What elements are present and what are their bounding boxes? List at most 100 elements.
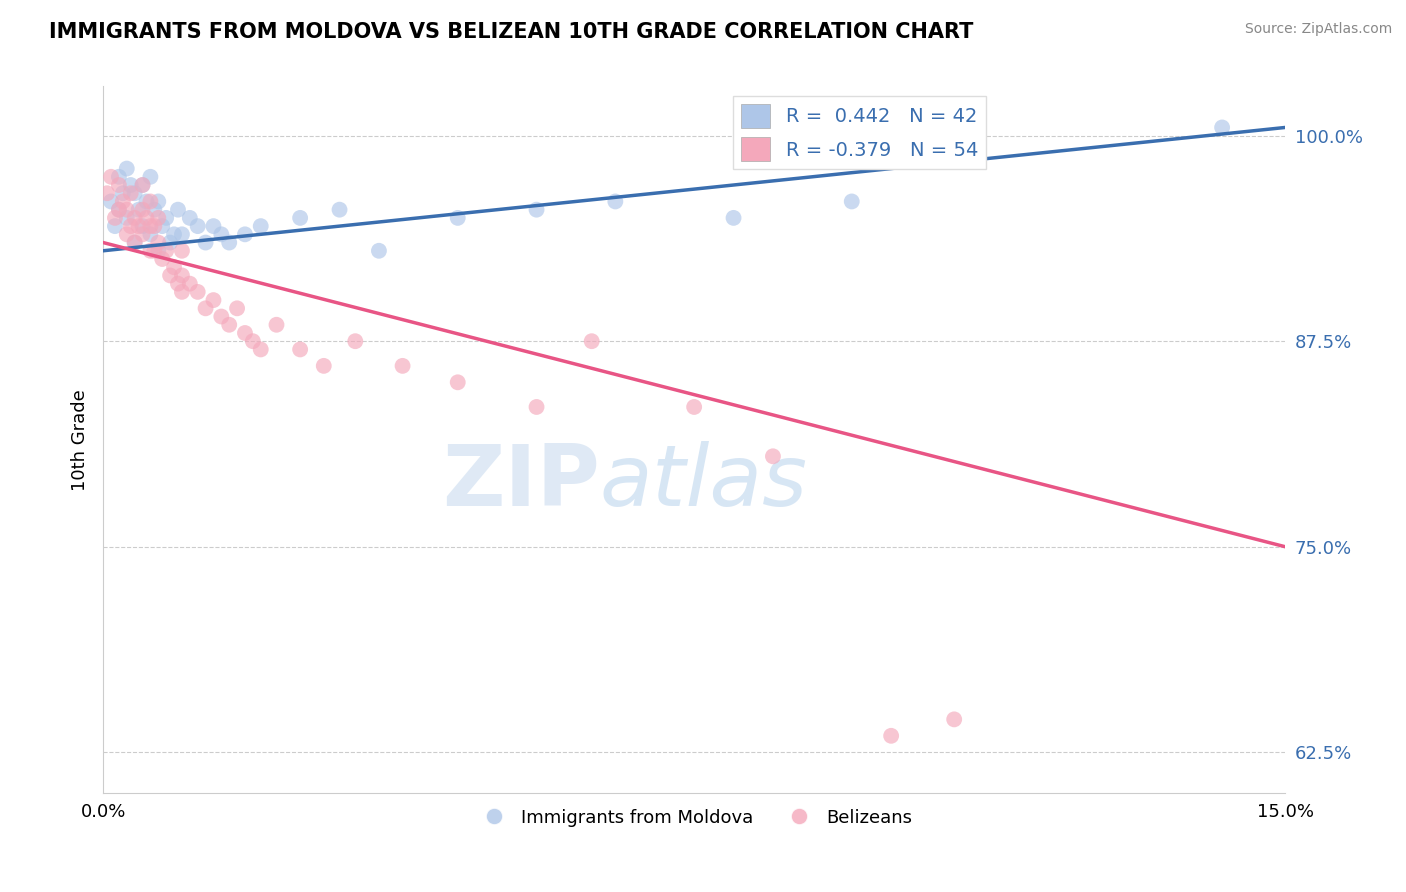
Point <box>111 194 134 209</box>
Point <box>344 334 367 349</box>
Point <box>187 285 209 299</box>
Point <box>108 202 131 217</box>
Point <box>581 334 603 349</box>
Point <box>167 202 190 217</box>
Point <box>155 244 177 258</box>
Point <box>139 219 162 233</box>
Point <box>124 186 146 201</box>
Point <box>148 211 170 225</box>
Point <box>187 219 209 233</box>
Point <box>226 301 249 316</box>
Point <box>194 235 217 250</box>
Point <box>605 194 627 209</box>
Point <box>880 729 903 743</box>
Point <box>131 178 153 192</box>
Point <box>194 301 217 316</box>
Point <box>391 359 413 373</box>
Point <box>150 252 173 266</box>
Text: Source: ZipAtlas.com: Source: ZipAtlas.com <box>1244 22 1392 37</box>
Point <box>170 227 193 242</box>
Point <box>288 343 311 357</box>
Point <box>124 211 146 225</box>
Text: ZIP: ZIP <box>441 441 599 524</box>
Point <box>447 376 470 390</box>
Point <box>159 235 181 250</box>
Point <box>683 400 706 414</box>
Point <box>135 194 157 209</box>
Point <box>209 227 232 242</box>
Point <box>163 227 186 242</box>
Point <box>526 202 548 217</box>
Point <box>170 244 193 258</box>
Point <box>115 161 138 176</box>
Point <box>139 244 162 258</box>
Point <box>131 227 153 242</box>
Point <box>266 318 288 332</box>
Point <box>943 712 966 726</box>
Point <box>368 244 391 258</box>
Point <box>124 235 146 250</box>
Point <box>526 400 548 414</box>
Text: atlas: atlas <box>599 441 807 524</box>
Point <box>120 186 142 201</box>
Point <box>131 202 153 217</box>
Point <box>170 268 193 283</box>
Point <box>139 169 162 184</box>
Point <box>104 219 127 233</box>
Point <box>150 219 173 233</box>
Text: IMMIGRANTS FROM MOLDOVA VS BELIZEAN 10TH GRADE CORRELATION CHART: IMMIGRANTS FROM MOLDOVA VS BELIZEAN 10TH… <box>49 22 973 42</box>
Point <box>108 202 131 217</box>
Point <box>218 235 240 250</box>
Point <box>202 219 225 233</box>
Point <box>167 277 190 291</box>
Point <box>96 186 118 201</box>
Point <box>179 211 201 225</box>
Point <box>143 219 166 233</box>
Point <box>143 244 166 258</box>
Point <box>170 285 193 299</box>
Point <box>148 194 170 209</box>
Point <box>108 178 131 192</box>
Point <box>143 202 166 217</box>
Point <box>100 194 122 209</box>
Point <box>120 219 142 233</box>
Point <box>447 211 470 225</box>
Point <box>111 186 134 201</box>
Legend: Immigrants from Moldova, Belizeans: Immigrants from Moldova, Belizeans <box>470 801 920 834</box>
Point <box>104 211 127 225</box>
Point <box>312 359 335 373</box>
Point <box>233 326 256 340</box>
Point <box>249 343 271 357</box>
Point <box>115 227 138 242</box>
Point <box>131 219 153 233</box>
Y-axis label: 10th Grade: 10th Grade <box>72 389 89 491</box>
Point <box>131 178 153 192</box>
Point <box>100 169 122 184</box>
Point <box>155 211 177 225</box>
Point <box>139 194 162 209</box>
Point <box>841 194 863 209</box>
Point <box>135 211 157 225</box>
Point <box>1211 120 1233 135</box>
Point <box>179 277 201 291</box>
Point <box>723 211 745 225</box>
Point <box>202 293 225 307</box>
Point <box>159 268 181 283</box>
Point <box>108 169 131 184</box>
Point <box>762 450 785 464</box>
Point <box>124 235 146 250</box>
Point <box>242 334 264 349</box>
Point <box>148 235 170 250</box>
Point <box>233 227 256 242</box>
Point <box>209 310 232 324</box>
Point <box>148 244 170 258</box>
Point <box>249 219 271 233</box>
Point <box>115 211 138 225</box>
Point <box>218 318 240 332</box>
Point <box>128 219 150 233</box>
Point <box>328 202 350 217</box>
Point <box>115 202 138 217</box>
Point <box>163 260 186 275</box>
Point <box>120 178 142 192</box>
Point <box>288 211 311 225</box>
